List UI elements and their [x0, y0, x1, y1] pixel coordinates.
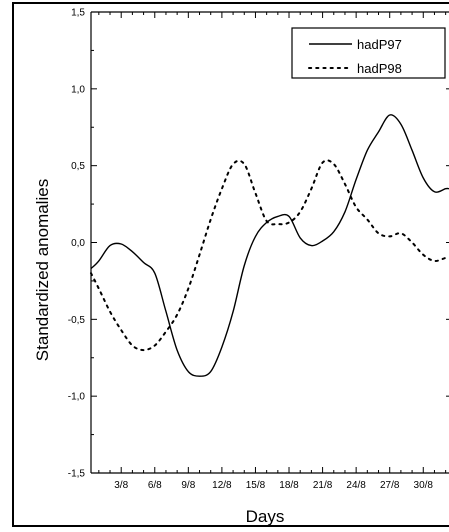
- x-tick-label: 15/8: [246, 480, 266, 491]
- series-line-hadP98: [90, 159, 449, 352]
- x-tick-label: 27/8: [380, 480, 400, 491]
- legend-label: hadP97: [357, 37, 402, 52]
- x-axis-title: Days: [246, 507, 285, 526]
- y-tick-label: 1,0: [71, 84, 85, 95]
- plot-area: [90, 11, 449, 474]
- x-tick-label: 18/8: [279, 480, 299, 491]
- series-layer: [90, 114, 449, 377]
- y-tick-label: 0,0: [71, 238, 85, 249]
- x-tick-label: 12/8: [212, 480, 232, 491]
- y-axis-title: Standardized anomalies: [33, 179, 52, 361]
- x-tick-label: 30/8: [414, 480, 434, 491]
- y-tick-label: 1,5: [71, 8, 85, 19]
- legend-box: [291, 27, 446, 79]
- series-line-hadP97: [90, 114, 449, 377]
- figure-frame: [12, 2, 449, 527]
- x-axis: 3/8 6/8 9/8 12/8 15/8 18/8 21/8 24/8 27/8 30/8: [98, 12, 447, 491]
- x-tick-label: 21/8: [313, 480, 333, 491]
- legend-label: hadP98: [357, 61, 402, 76]
- x-tick-label: 9/8: [181, 480, 195, 491]
- y-tick-label: -1,5: [68, 469, 86, 480]
- y-tick-label: -1,0: [68, 392, 86, 403]
- x-tick-label: 24/8: [346, 480, 366, 491]
- legend: hadP97 hadP98: [291, 27, 446, 79]
- x-tick-label: 6/8: [148, 480, 162, 491]
- y-tick-label: -0,5: [68, 315, 86, 326]
- y-tick-label: 0,5: [71, 161, 85, 172]
- x-tick-label: 3/8: [114, 480, 128, 491]
